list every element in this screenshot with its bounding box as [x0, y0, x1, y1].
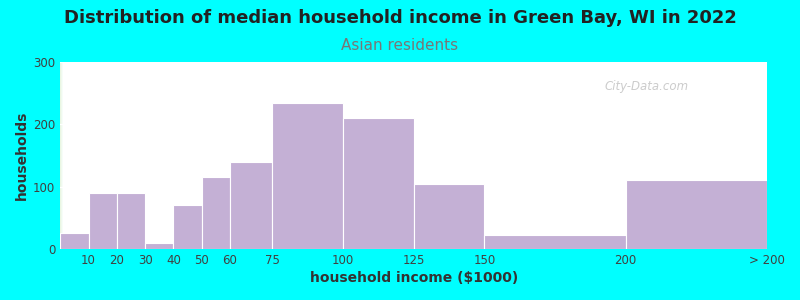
- Y-axis label: households: households: [15, 111, 29, 200]
- Text: Distribution of median household income in Green Bay, WI in 2022: Distribution of median household income …: [63, 9, 737, 27]
- Text: City-Data.com: City-Data.com: [605, 80, 689, 93]
- Text: Asian residents: Asian residents: [342, 38, 458, 52]
- Bar: [145, 243, 174, 249]
- Bar: [230, 162, 272, 249]
- Bar: [272, 103, 343, 249]
- Bar: [484, 235, 626, 249]
- Bar: [414, 184, 484, 249]
- Bar: [117, 193, 145, 249]
- Bar: [60, 233, 89, 249]
- Bar: [174, 205, 202, 249]
- Bar: [343, 118, 414, 249]
- Bar: [89, 193, 117, 249]
- X-axis label: household income ($1000): household income ($1000): [310, 271, 518, 285]
- Bar: [202, 177, 230, 249]
- Bar: [626, 180, 767, 249]
